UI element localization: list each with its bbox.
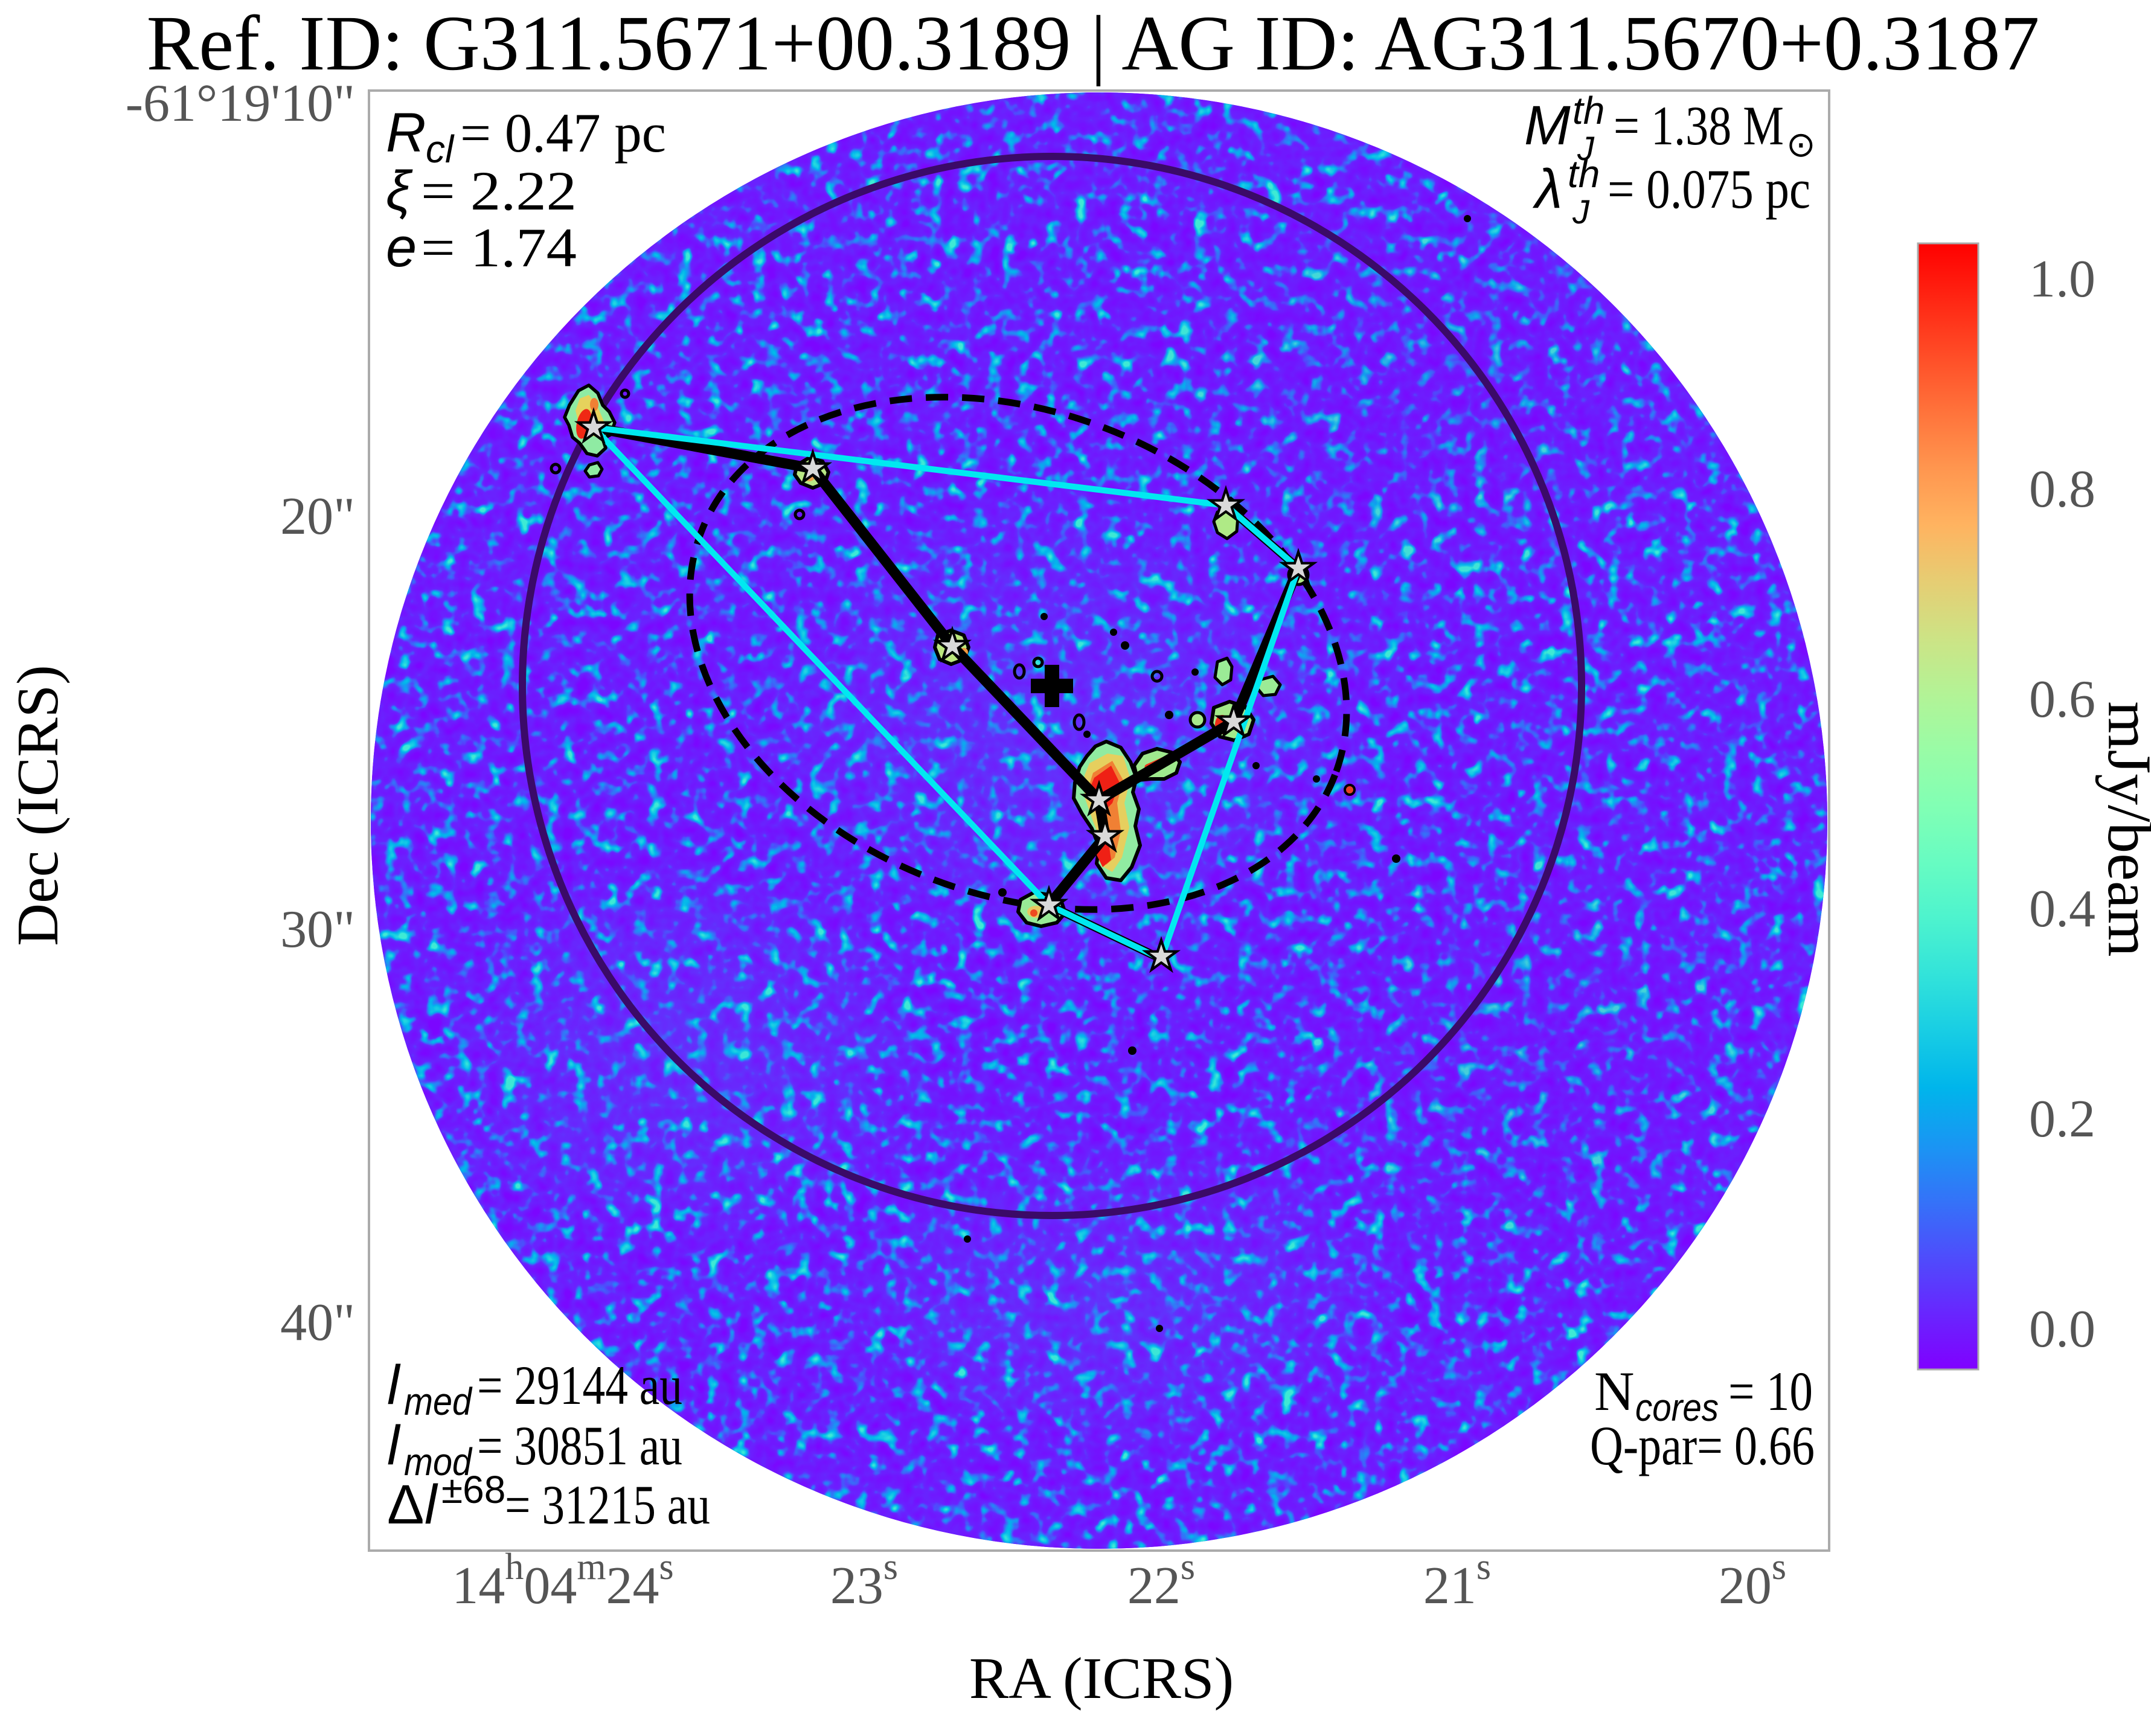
svg-text:= 0.075 pc: = 0.075 pc	[1608, 158, 1810, 220]
svg-text:l: l	[387, 1415, 401, 1476]
svg-text:Ref. ID: G311.5671+00.3189 | A: Ref. ID: G311.5671+00.3189 | AG ID: AG31…	[147, 0, 2040, 87]
svg-text:cl: cl	[426, 127, 455, 171]
svg-text:mJy/beam: mJy/beam	[2095, 701, 2151, 956]
svg-text:1.0: 1.0	[2029, 250, 2095, 309]
svg-text:= 1.38 M: = 1.38 M	[1614, 95, 1784, 156]
svg-text:l: l	[387, 1354, 401, 1416]
svg-text:-61°19'10": -61°19'10"	[126, 74, 355, 133]
svg-text:Q-par= 0.66: Q-par= 0.66	[1590, 1415, 1815, 1476]
svg-text:= 31215 au: = 31215 au	[505, 1474, 710, 1536]
svg-text:= 29144 au: = 29144 au	[477, 1354, 682, 1416]
svg-text:20": 20"	[280, 487, 355, 546]
svg-text:0.8: 0.8	[2029, 460, 2095, 519]
svg-text:0.4: 0.4	[2029, 880, 2095, 938]
svg-text:Dec (ICRS): Dec (ICRS)	[5, 665, 71, 946]
svg-text:ξ: ξ	[386, 160, 413, 222]
svg-text:R: R	[386, 102, 426, 164]
svg-text:0.6: 0.6	[2029, 670, 2095, 729]
svg-text:14h04m24s: 14h04m24s	[452, 1546, 673, 1615]
svg-text:= 1.74: = 1.74	[421, 217, 577, 278]
svg-text:= 2.22: = 2.22	[421, 160, 577, 222]
svg-text:J: J	[1572, 193, 1590, 231]
svg-text:= 30851 au: = 30851 au	[477, 1415, 682, 1476]
svg-text:th: th	[1568, 152, 1600, 196]
svg-text:M: M	[1524, 95, 1571, 156]
svg-text:l: l	[425, 1474, 438, 1536]
svg-text:N: N	[1594, 1360, 1634, 1422]
svg-text:= 10: = 10	[1728, 1360, 1813, 1422]
svg-text:= 0.47 pc: = 0.47 pc	[460, 102, 666, 164]
svg-text:30": 30"	[280, 900, 355, 959]
svg-text:40": 40"	[280, 1293, 355, 1352]
svg-text:Δ: Δ	[387, 1474, 424, 1536]
svg-text:e: e	[386, 217, 417, 278]
svg-text:±68: ±68	[441, 1468, 505, 1511]
svg-text:mod: mod	[404, 1440, 473, 1484]
svg-text:λ: λ	[1532, 158, 1562, 220]
svg-text:med: med	[404, 1380, 473, 1423]
svg-text:RA (ICRS): RA (ICRS)	[969, 1646, 1234, 1711]
svg-text:cores: cores	[1635, 1386, 1719, 1429]
svg-text:⊙: ⊙	[1786, 125, 1816, 164]
svg-text:0.2: 0.2	[2029, 1090, 2095, 1148]
svg-text:th: th	[1572, 89, 1604, 132]
svg-text:0.0: 0.0	[2029, 1300, 2095, 1359]
svg-text:J: J	[1577, 129, 1595, 167]
